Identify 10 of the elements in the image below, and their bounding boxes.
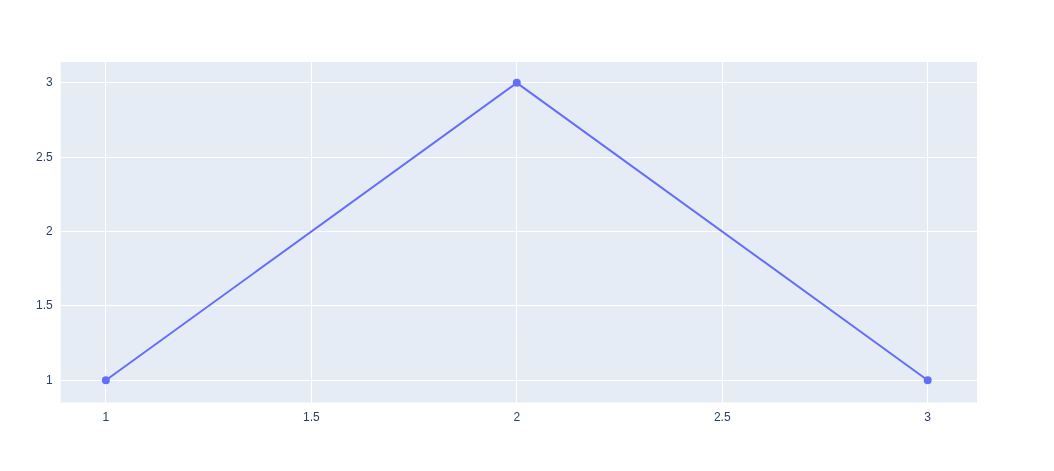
y-tick-label: 2 (45, 223, 53, 238)
x-tick-label: 1.5 (302, 410, 320, 425)
x-tick-label: 3 (924, 410, 932, 425)
y-tick-label: 3 (45, 75, 53, 90)
y-tick-label: 2.5 (35, 149, 53, 164)
y-tick-label: 1.5 (35, 298, 53, 313)
x-tick-label: 2.5 (713, 410, 731, 425)
x-tick-label: 2 (513, 410, 521, 425)
y-tick-label: 1 (45, 372, 53, 387)
x-tick-label: 1 (102, 410, 110, 425)
